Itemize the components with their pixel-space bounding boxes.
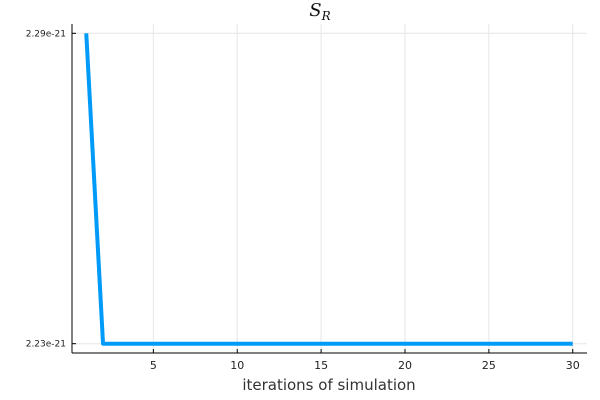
- y-axis-ticks: 2.23e-21 2.29e-21: [26, 29, 76, 350]
- grid: [72, 24, 587, 353]
- x-tick-label-25: 25: [482, 359, 496, 372]
- y-tick-label-1: 2.29e-21: [26, 29, 66, 39]
- x-tick-label-30: 30: [566, 359, 580, 372]
- x-tick-label-5: 5: [150, 359, 157, 372]
- series-group: [84, 33, 573, 346]
- x-tick-label-15: 15: [314, 359, 328, 372]
- x-tick-label-10: 10: [230, 359, 244, 372]
- series-line-0: [84, 33, 573, 346]
- chart-title-subscript: R: [321, 9, 331, 23]
- axes: [71, 24, 587, 354]
- chart-title-main: S: [309, 0, 321, 21]
- y-tick-label-0: 2.23e-21: [26, 340, 66, 350]
- x-axis-ticks: 5 10 15 20 25 30: [150, 349, 580, 372]
- x-tick-label-20: 20: [398, 359, 412, 372]
- chart-title: SR: [309, 0, 330, 23]
- x-axis-label: iterations of simulation: [242, 376, 415, 394]
